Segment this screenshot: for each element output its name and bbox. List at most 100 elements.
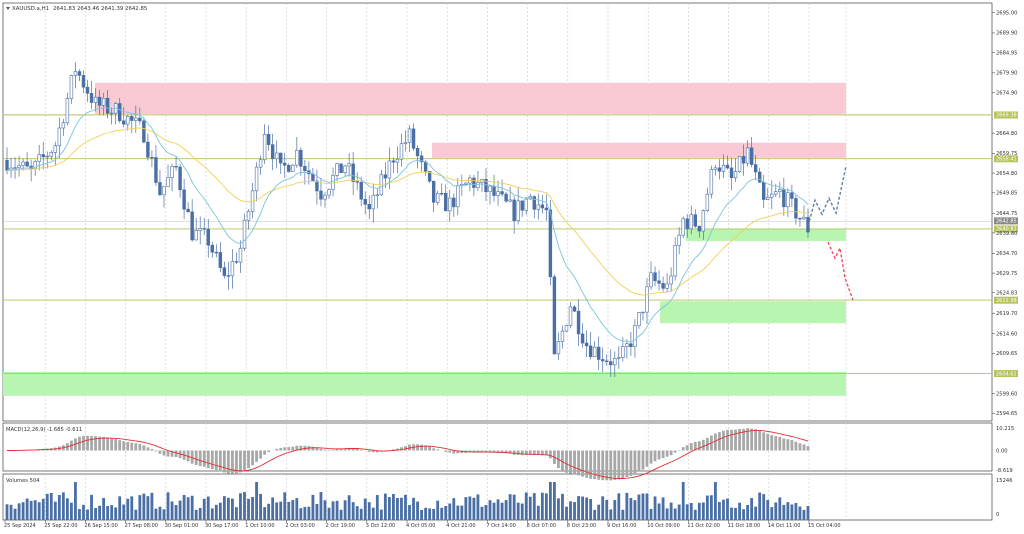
macd-bar xyxy=(331,449,335,451)
volume-bar xyxy=(247,498,250,520)
volume-bar xyxy=(198,507,202,520)
support-zone xyxy=(660,301,846,324)
volume-bar xyxy=(327,507,331,520)
macd-bar xyxy=(633,450,637,475)
price-axis-label-box xyxy=(994,296,1018,304)
candle-body xyxy=(556,341,561,355)
volume-bar xyxy=(194,509,198,520)
candle-body xyxy=(774,191,778,195)
volume-bar xyxy=(375,495,379,520)
volume-bar xyxy=(331,501,335,520)
volume-bar xyxy=(746,505,750,520)
candle-body xyxy=(13,167,17,169)
macd-bar xyxy=(649,450,653,464)
candle-body xyxy=(61,122,66,129)
candle-body xyxy=(343,165,347,173)
macd-bar xyxy=(392,449,395,451)
candle-body xyxy=(407,128,412,143)
volume-bar xyxy=(528,496,532,520)
time-axis-label: 26 Sep 15:00 xyxy=(84,523,117,529)
volume-bar xyxy=(202,498,206,520)
macd-bar xyxy=(138,443,142,451)
volume-bar xyxy=(74,482,77,520)
volume-bar xyxy=(408,505,411,520)
candle-body xyxy=(323,194,327,200)
price-axis-label: 2695.00 xyxy=(996,10,1017,16)
volume-bar xyxy=(629,497,633,520)
volume-bar xyxy=(573,502,576,520)
candle-body xyxy=(713,167,718,170)
candle-body xyxy=(335,163,339,176)
price-axis-label: 2679.90 xyxy=(996,71,1017,77)
volume-bar xyxy=(379,509,383,520)
macd-bar xyxy=(657,450,661,460)
candle-body xyxy=(456,185,460,208)
volume-bar xyxy=(45,493,49,520)
volume-bar xyxy=(255,482,258,520)
candle-body xyxy=(190,211,194,241)
fast-moving-average-line xyxy=(6,106,809,343)
candle-body xyxy=(138,117,142,122)
time-axis-label: 30 Sep 17:00 xyxy=(205,523,238,529)
time-axis-label: 25 Sep 2024 xyxy=(4,523,36,529)
macd-bar xyxy=(653,450,657,462)
candle-body xyxy=(472,177,476,188)
volume-bar xyxy=(460,505,464,520)
candle-body xyxy=(757,171,762,183)
candle-body xyxy=(625,343,629,347)
macd-bar xyxy=(335,448,339,451)
candle-body xyxy=(621,346,625,358)
macd-bar xyxy=(786,439,790,451)
price-axis-label: 2640.82 xyxy=(996,227,1017,233)
volume-bar xyxy=(778,497,782,520)
macd-bar xyxy=(347,447,351,451)
candle-body xyxy=(182,189,186,210)
candle-body xyxy=(496,191,500,196)
volume-bar xyxy=(709,495,713,520)
macd-bar xyxy=(770,435,774,451)
volume-bar xyxy=(126,498,130,520)
macd-bar xyxy=(480,450,484,453)
macd-bar xyxy=(243,450,246,471)
candle-body xyxy=(391,160,396,163)
macd-bar xyxy=(665,450,669,457)
macd-bar xyxy=(512,450,516,455)
candle-body xyxy=(753,164,758,173)
candle-body xyxy=(170,165,174,178)
candle-body xyxy=(452,197,456,208)
macd-bar xyxy=(118,440,122,451)
time-axis-label: 3 Oct 12:00 xyxy=(366,523,395,529)
macd-bar xyxy=(609,450,613,481)
volume-bar xyxy=(61,492,65,520)
macd-bar xyxy=(400,447,403,451)
price-axis-label: 2654.80 xyxy=(996,171,1017,177)
macd-bar xyxy=(239,450,242,473)
time-axis-label: 15 Oct 04:00 xyxy=(808,523,841,529)
macd-bar xyxy=(718,432,721,451)
macd-bar xyxy=(432,448,436,451)
volume-bar xyxy=(520,503,524,520)
candle-body xyxy=(440,192,444,195)
candle-body xyxy=(295,149,299,166)
volume-bar xyxy=(798,506,802,520)
macd-bar xyxy=(806,446,810,451)
candle-body xyxy=(399,143,404,160)
candle-body xyxy=(130,116,134,121)
price-axis-label: 2689.90 xyxy=(996,31,1017,37)
volume-bar xyxy=(472,497,476,520)
candle-body xyxy=(395,158,400,163)
macd-bar xyxy=(86,435,89,451)
time-axis-label: 27 Sep 08:00 xyxy=(125,523,158,529)
candle-body xyxy=(790,192,794,199)
candle-body xyxy=(146,141,150,158)
candle-body xyxy=(371,194,375,210)
volume-bar xyxy=(400,497,403,520)
macd-bar xyxy=(544,450,548,456)
candle-body xyxy=(287,164,291,172)
volume-axis-label: 0 xyxy=(996,512,999,518)
macd-bar xyxy=(231,450,234,474)
candle-body xyxy=(508,199,512,202)
macd-bar xyxy=(351,448,355,451)
volume-bar xyxy=(94,507,97,520)
